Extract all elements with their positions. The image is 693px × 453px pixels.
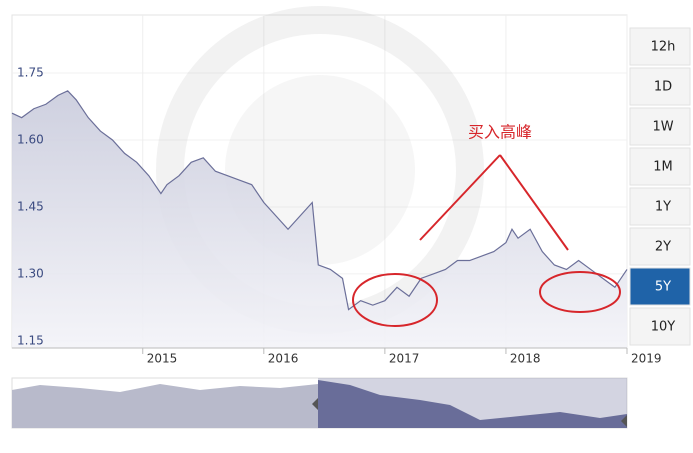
range-button-label[interactable]: 1D	[654, 80, 672, 95]
range-button[interactable]	[629, 307, 691, 346]
x-tick-label: 2017	[389, 352, 420, 366]
range-button[interactable]	[629, 27, 691, 66]
range-button-label[interactable]: 2Y	[655, 240, 671, 255]
y-tick-label: 1.15	[17, 333, 44, 347]
range-button-label[interactable]: 1M	[653, 160, 673, 175]
range-button[interactable]	[629, 227, 691, 266]
range-button-label[interactable]: 1W	[652, 120, 673, 135]
y-tick-label: 1.60	[17, 132, 44, 146]
x-tick-label: 2018	[510, 352, 541, 366]
area	[12, 90, 627, 349]
range-button[interactable]	[629, 267, 691, 306]
range-button[interactable]	[629, 187, 691, 226]
x-tick-label: 2016	[268, 352, 299, 366]
annotation: 买入高峰	[468, 123, 532, 142]
x-tick-label: 2019	[631, 352, 662, 366]
navigator	[11, 377, 628, 429]
range-button[interactable]	[629, 67, 691, 106]
annotation-shapes	[352, 154, 621, 327]
range-button-label[interactable]: 10Y	[651, 320, 676, 335]
line	[11, 90, 628, 311]
range-button[interactable]	[629, 147, 691, 186]
x-tick-label: 2015	[147, 352, 178, 366]
range-button-label[interactable]: 1Y	[655, 200, 671, 215]
range-buttons: 12h 1D 1W 1M 1Y 2Y 5Y 10Y	[629, 27, 691, 346]
range-button[interactable]	[629, 107, 691, 146]
range-button-label[interactable]: 5Y	[655, 280, 671, 295]
plot	[11, 90, 628, 349]
y-tick-label: 1.45	[17, 199, 44, 213]
y-tick-label: 1.30	[17, 266, 44, 280]
y-tick-label: 1.75	[17, 66, 44, 80]
range-button-label[interactable]: 12h	[651, 40, 676, 55]
